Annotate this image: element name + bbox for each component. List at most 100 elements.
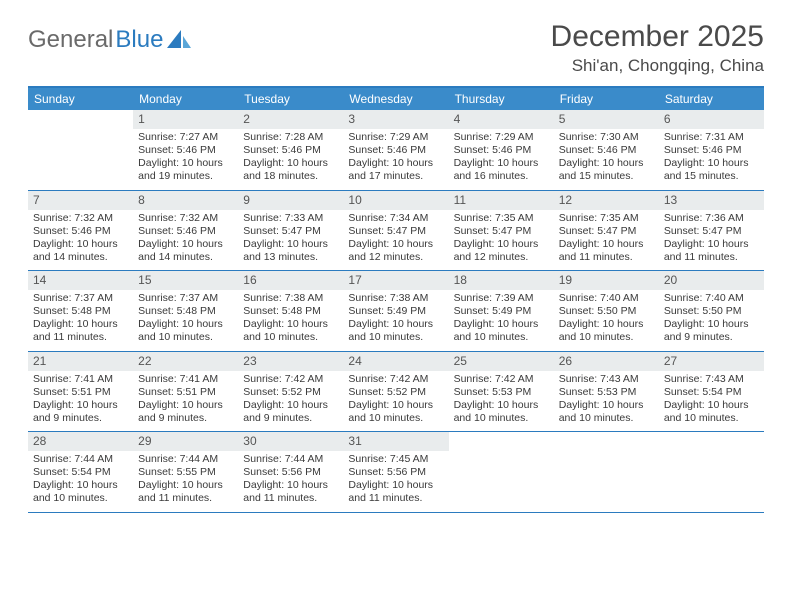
sunset-line: Sunset: 5:54 PM [664,386,759,399]
day-number: 6 [659,110,764,129]
sunset-line: Sunset: 5:47 PM [559,225,654,238]
day-cell: .. [449,432,554,512]
sunset-line: Sunset: 5:48 PM [33,305,128,318]
day-cell: 28Sunrise: 7:44 AMSunset: 5:54 PMDayligh… [28,432,133,512]
day-number: 16 [238,271,343,290]
sunset-line: Sunset: 5:50 PM [664,305,759,318]
sunrise-line: Sunrise: 7:40 AM [664,292,759,305]
daylight-line: Daylight: 10 hours and 12 minutes. [348,238,443,264]
sunrise-line: Sunrise: 7:43 AM [559,373,654,386]
day-body: Sunrise: 7:42 AMSunset: 5:52 PMDaylight:… [238,371,343,432]
day-body: Sunrise: 7:33 AMSunset: 5:47 PMDaylight:… [238,210,343,271]
sunset-line: Sunset: 5:46 PM [348,144,443,157]
day-cell: 13Sunrise: 7:36 AMSunset: 5:47 PMDayligh… [659,191,764,271]
day-number: 2 [238,110,343,129]
day-body: Sunrise: 7:42 AMSunset: 5:52 PMDaylight:… [343,371,448,432]
day-number: 21 [28,352,133,371]
sunrise-line: Sunrise: 7:44 AM [138,453,233,466]
day-cell: 27Sunrise: 7:43 AMSunset: 5:54 PMDayligh… [659,352,764,432]
daylight-line: Daylight: 10 hours and 13 minutes. [243,238,338,264]
daylight-line: Daylight: 10 hours and 9 minutes. [33,399,128,425]
sunset-line: Sunset: 5:52 PM [348,386,443,399]
day-cell: 23Sunrise: 7:42 AMSunset: 5:52 PMDayligh… [238,352,343,432]
day-cell: 16Sunrise: 7:38 AMSunset: 5:48 PMDayligh… [238,271,343,351]
day-number: 19 [554,271,659,290]
day-body: Sunrise: 7:43 AMSunset: 5:53 PMDaylight:… [554,371,659,432]
daylight-line: Daylight: 10 hours and 15 minutes. [559,157,654,183]
daylight-line: Daylight: 10 hours and 10 minutes. [243,318,338,344]
sunset-line: Sunset: 5:49 PM [348,305,443,318]
header: GeneralBlue December 2025 Shi'an, Chongq… [28,20,764,76]
sunset-line: Sunset: 5:46 PM [243,144,338,157]
day-cell: 3Sunrise: 7:29 AMSunset: 5:46 PMDaylight… [343,110,448,190]
sunset-line: Sunset: 5:49 PM [454,305,549,318]
day-body: Sunrise: 7:40 AMSunset: 5:50 PMDaylight:… [659,290,764,351]
day-number: 5 [554,110,659,129]
day-of-week-cell: Monday [133,88,238,110]
day-cell: 5Sunrise: 7:30 AMSunset: 5:46 PMDaylight… [554,110,659,190]
daylight-line: Daylight: 10 hours and 10 minutes. [138,318,233,344]
day-body: Sunrise: 7:35 AMSunset: 5:47 PMDaylight:… [449,210,554,271]
daylight-line: Daylight: 10 hours and 9 minutes. [138,399,233,425]
day-cell: 11Sunrise: 7:35 AMSunset: 5:47 PMDayligh… [449,191,554,271]
daylight-line: Daylight: 10 hours and 11 minutes. [664,238,759,264]
day-body: Sunrise: 7:38 AMSunset: 5:48 PMDaylight:… [238,290,343,351]
sunrise-line: Sunrise: 7:40 AM [559,292,654,305]
sunset-line: Sunset: 5:53 PM [559,386,654,399]
day-of-week-header: SundayMondayTuesdayWednesdayThursdayFrid… [28,88,764,110]
daylight-line: Daylight: 10 hours and 11 minutes. [348,479,443,505]
day-cell: 1Sunrise: 7:27 AMSunset: 5:46 PMDaylight… [133,110,238,190]
day-cell: 17Sunrise: 7:38 AMSunset: 5:49 PMDayligh… [343,271,448,351]
daylight-line: Daylight: 10 hours and 9 minutes. [664,318,759,344]
day-body: Sunrise: 7:43 AMSunset: 5:54 PMDaylight:… [659,371,764,432]
day-number: 3 [343,110,448,129]
day-number: 25 [449,352,554,371]
sunset-line: Sunset: 5:46 PM [138,144,233,157]
day-cell: 26Sunrise: 7:43 AMSunset: 5:53 PMDayligh… [554,352,659,432]
day-cell: 24Sunrise: 7:42 AMSunset: 5:52 PMDayligh… [343,352,448,432]
day-number: 7 [28,191,133,210]
daylight-line: Daylight: 10 hours and 14 minutes. [138,238,233,264]
daylight-line: Daylight: 10 hours and 18 minutes. [243,157,338,183]
sunrise-line: Sunrise: 7:34 AM [348,212,443,225]
sunrise-line: Sunrise: 7:44 AM [243,453,338,466]
sunrise-line: Sunrise: 7:29 AM [348,131,443,144]
location-label: Shi'an, Chongqing, China [551,56,764,76]
day-body: Sunrise: 7:30 AMSunset: 5:46 PMDaylight:… [554,129,659,190]
sunset-line: Sunset: 5:52 PM [243,386,338,399]
day-number: 17 [343,271,448,290]
day-cell: 14Sunrise: 7:37 AMSunset: 5:48 PMDayligh… [28,271,133,351]
day-body: Sunrise: 7:28 AMSunset: 5:46 PMDaylight:… [238,129,343,190]
day-cell: 31Sunrise: 7:45 AMSunset: 5:56 PMDayligh… [343,432,448,512]
day-body: Sunrise: 7:36 AMSunset: 5:47 PMDaylight:… [659,210,764,271]
title-block: December 2025 Shi'an, Chongqing, China [551,20,764,76]
sunrise-line: Sunrise: 7:29 AM [454,131,549,144]
sunrise-line: Sunrise: 7:31 AM [664,131,759,144]
day-number: 23 [238,352,343,371]
sunset-line: Sunset: 5:47 PM [348,225,443,238]
weeks-container: ..1Sunrise: 7:27 AMSunset: 5:46 PMDaylig… [28,110,764,513]
day-body: Sunrise: 7:38 AMSunset: 5:49 PMDaylight:… [343,290,448,351]
brand-logo: GeneralBlue [28,20,193,54]
day-cell: .. [28,110,133,190]
sunrise-line: Sunrise: 7:37 AM [138,292,233,305]
day-cell: 9Sunrise: 7:33 AMSunset: 5:47 PMDaylight… [238,191,343,271]
brand-part1: General [28,26,113,54]
day-cell: 22Sunrise: 7:41 AMSunset: 5:51 PMDayligh… [133,352,238,432]
day-body: Sunrise: 7:37 AMSunset: 5:48 PMDaylight:… [133,290,238,351]
sunrise-line: Sunrise: 7:32 AM [33,212,128,225]
sunrise-line: Sunrise: 7:45 AM [348,453,443,466]
day-cell: 12Sunrise: 7:35 AMSunset: 5:47 PMDayligh… [554,191,659,271]
daylight-line: Daylight: 10 hours and 11 minutes. [243,479,338,505]
sunrise-line: Sunrise: 7:35 AM [454,212,549,225]
daylight-line: Daylight: 10 hours and 11 minutes. [33,318,128,344]
day-number: 10 [343,191,448,210]
day-of-week-cell: Friday [554,88,659,110]
sunset-line: Sunset: 5:48 PM [243,305,338,318]
daylight-line: Daylight: 10 hours and 16 minutes. [454,157,549,183]
day-body: Sunrise: 7:44 AMSunset: 5:55 PMDaylight:… [133,451,238,512]
sunrise-line: Sunrise: 7:37 AM [33,292,128,305]
day-cell: 21Sunrise: 7:41 AMSunset: 5:51 PMDayligh… [28,352,133,432]
daylight-line: Daylight: 10 hours and 10 minutes. [33,479,128,505]
daylight-line: Daylight: 10 hours and 10 minutes. [348,318,443,344]
